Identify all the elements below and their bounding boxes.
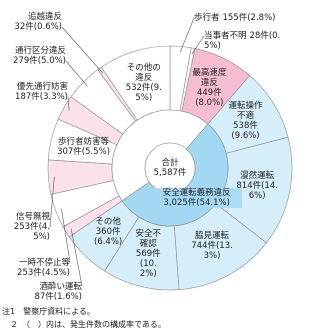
segment-value: 538件(9.6%) <box>231 120 260 141</box>
segment-name: 歩行者妨害等 <box>58 136 110 147</box>
leader-line <box>61 26 104 74</box>
segment-name: 優先通行妨害 <box>16 82 68 92</box>
inner-value: 3,025件(54.1%) <box>163 197 230 208</box>
segment-label: 酒酔い運転 87件(1.6%) <box>22 282 82 302</box>
inner-name: 安全運転義務違反 <box>162 187 231 198</box>
segment-value: 32件(0.6%) <box>14 22 62 32</box>
segment-label: 脇見運転 744件(13.3%) <box>191 231 233 261</box>
segment-value: 744件(13.3%) <box>191 241 233 262</box>
leader-line <box>65 60 88 87</box>
total-value: 5,587件 <box>153 168 187 178</box>
segment-label: その他 360件(6.4%) <box>91 217 125 247</box>
segment-name: 漫然運転 <box>240 170 275 181</box>
segment-name: 酒酔い運転 <box>39 282 82 292</box>
segment-label: 安全不確認 569件(10.2%) <box>133 229 163 279</box>
segment-label: 歩行者 155件(2.8%) <box>194 13 294 23</box>
segment-name: その他 <box>95 216 121 227</box>
segment-name: 当事者不明 <box>204 31 247 41</box>
segment-value: 532件(9.5%) <box>125 82 162 103</box>
segment-name: 追越違反 <box>27 12 62 22</box>
segment-name: 信号無視 <box>15 212 50 222</box>
segment-value: 87件(1.6%) <box>34 292 82 302</box>
segment-value: 814件(14.6%) <box>236 180 278 201</box>
segment-value: 253件(4.5%) <box>17 268 70 278</box>
segment-name: 通行区分違反 <box>14 46 66 56</box>
segment-name: 脇見運転 <box>195 231 230 242</box>
segment-value: 253件(4.5%) <box>13 222 50 242</box>
segment-label: 信号無視 253件(4.5%) <box>0 212 50 242</box>
segment-name: 一時不停止等 <box>18 258 70 268</box>
segment-value: 155件(2.8%) <box>222 13 276 23</box>
segment-label: 追越違反 32件(0.6%) <box>2 12 62 32</box>
leader-line <box>67 96 70 111</box>
segment-value: 187件(3.3%) <box>15 92 68 102</box>
segment-label: 一時不停止等 253件(4.5%) <box>10 258 70 278</box>
leader-line <box>70 228 83 287</box>
leader-line <box>191 35 205 55</box>
segment-label: 通行区分違反 279件(5.0%) <box>2 46 66 66</box>
segment-value: 360件(6.4%) <box>94 226 123 247</box>
total-label: 合計 5,587件 <box>154 158 187 178</box>
chart <box>47 17 293 291</box>
segment-value: 279件(5.0%) <box>13 56 66 66</box>
segment-name: 最高速度違反 <box>192 68 227 89</box>
note: ２ （ ）内は、発生件数の構成率である。 <box>2 320 166 329</box>
page: {"chart_data": {"type": "donut", "total"… <box>0 12 296 329</box>
segment-name: 安全不確認 <box>135 229 162 250</box>
segment-value: 28件(0.5%) <box>204 31 281 51</box>
segment-label: 漫然運転 814件(14.6%) <box>236 171 278 201</box>
inner-label: 安全運転義務違反 3,025件(54.1%) <box>151 187 242 208</box>
segment-label: 優先通行妨害 187件(3.3%) <box>2 82 68 102</box>
segment-name: その他の違反 <box>126 62 161 83</box>
segment-value: 569件(10.2%) <box>135 249 161 280</box>
segment-name: 歩行者 <box>194 13 220 23</box>
leader-line <box>61 208 71 263</box>
leader-line <box>179 17 195 53</box>
segment-label: 歩行者妨害等 307件(5.5%) <box>56 137 112 157</box>
segment-value: 449件(8.0%) <box>195 88 224 109</box>
note: 注1 警察庁資料による。 <box>2 307 95 316</box>
segment-label: その他の違反 532件(9.5%) <box>124 63 164 103</box>
segment-value: 307件(5.5%) <box>57 146 111 157</box>
segment-label: 運転操作不適 538件(9.6%) <box>228 101 264 141</box>
segment-label: 当事者不明 28件(0.5%) <box>204 31 296 51</box>
leader-line <box>49 176 55 228</box>
segment-label: 最高速度違反 449件(8.0%) <box>191 68 227 108</box>
total-title: 合計 <box>161 158 179 168</box>
segment-name: 運転操作不適 <box>228 100 263 121</box>
